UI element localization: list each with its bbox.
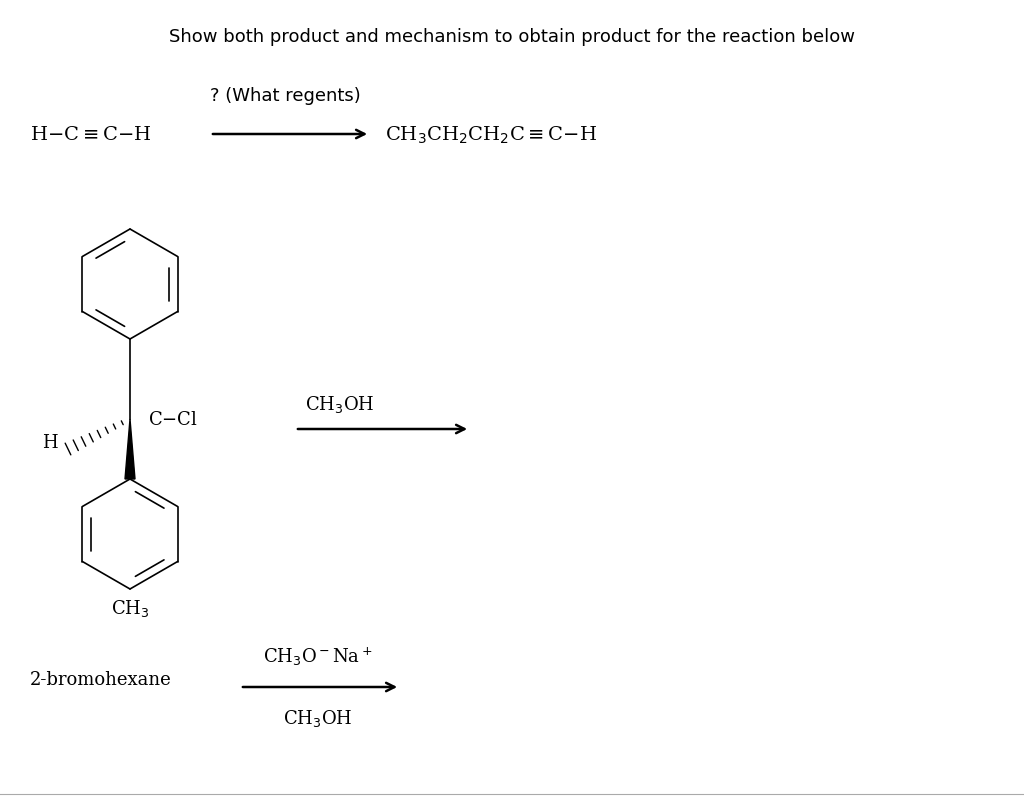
Text: CH$_3$OH: CH$_3$OH bbox=[305, 393, 375, 414]
Text: CH$_3$OH: CH$_3$OH bbox=[284, 707, 353, 728]
Text: CH$_3$O$^-$Na$^+$: CH$_3$O$^-$Na$^+$ bbox=[263, 645, 373, 667]
Text: ? (What regents): ? (What regents) bbox=[210, 87, 360, 105]
Text: 2-bromohexane: 2-bromohexane bbox=[30, 670, 172, 689]
Text: CH$_3$: CH$_3$ bbox=[111, 597, 150, 618]
Text: H$-$C$\equiv$C$-$H: H$-$C$\equiv$C$-$H bbox=[30, 126, 152, 144]
Text: C$-$Cl: C$-$Cl bbox=[148, 410, 198, 428]
Text: H: H bbox=[42, 433, 58, 452]
Text: Show both product and mechanism to obtain product for the reaction below: Show both product and mechanism to obtai… bbox=[169, 28, 855, 46]
Text: CH$_3$CH$_2$CH$_2$C$\equiv$C$-$H: CH$_3$CH$_2$CH$_2$C$\equiv$C$-$H bbox=[385, 124, 597, 145]
Polygon shape bbox=[125, 419, 135, 479]
